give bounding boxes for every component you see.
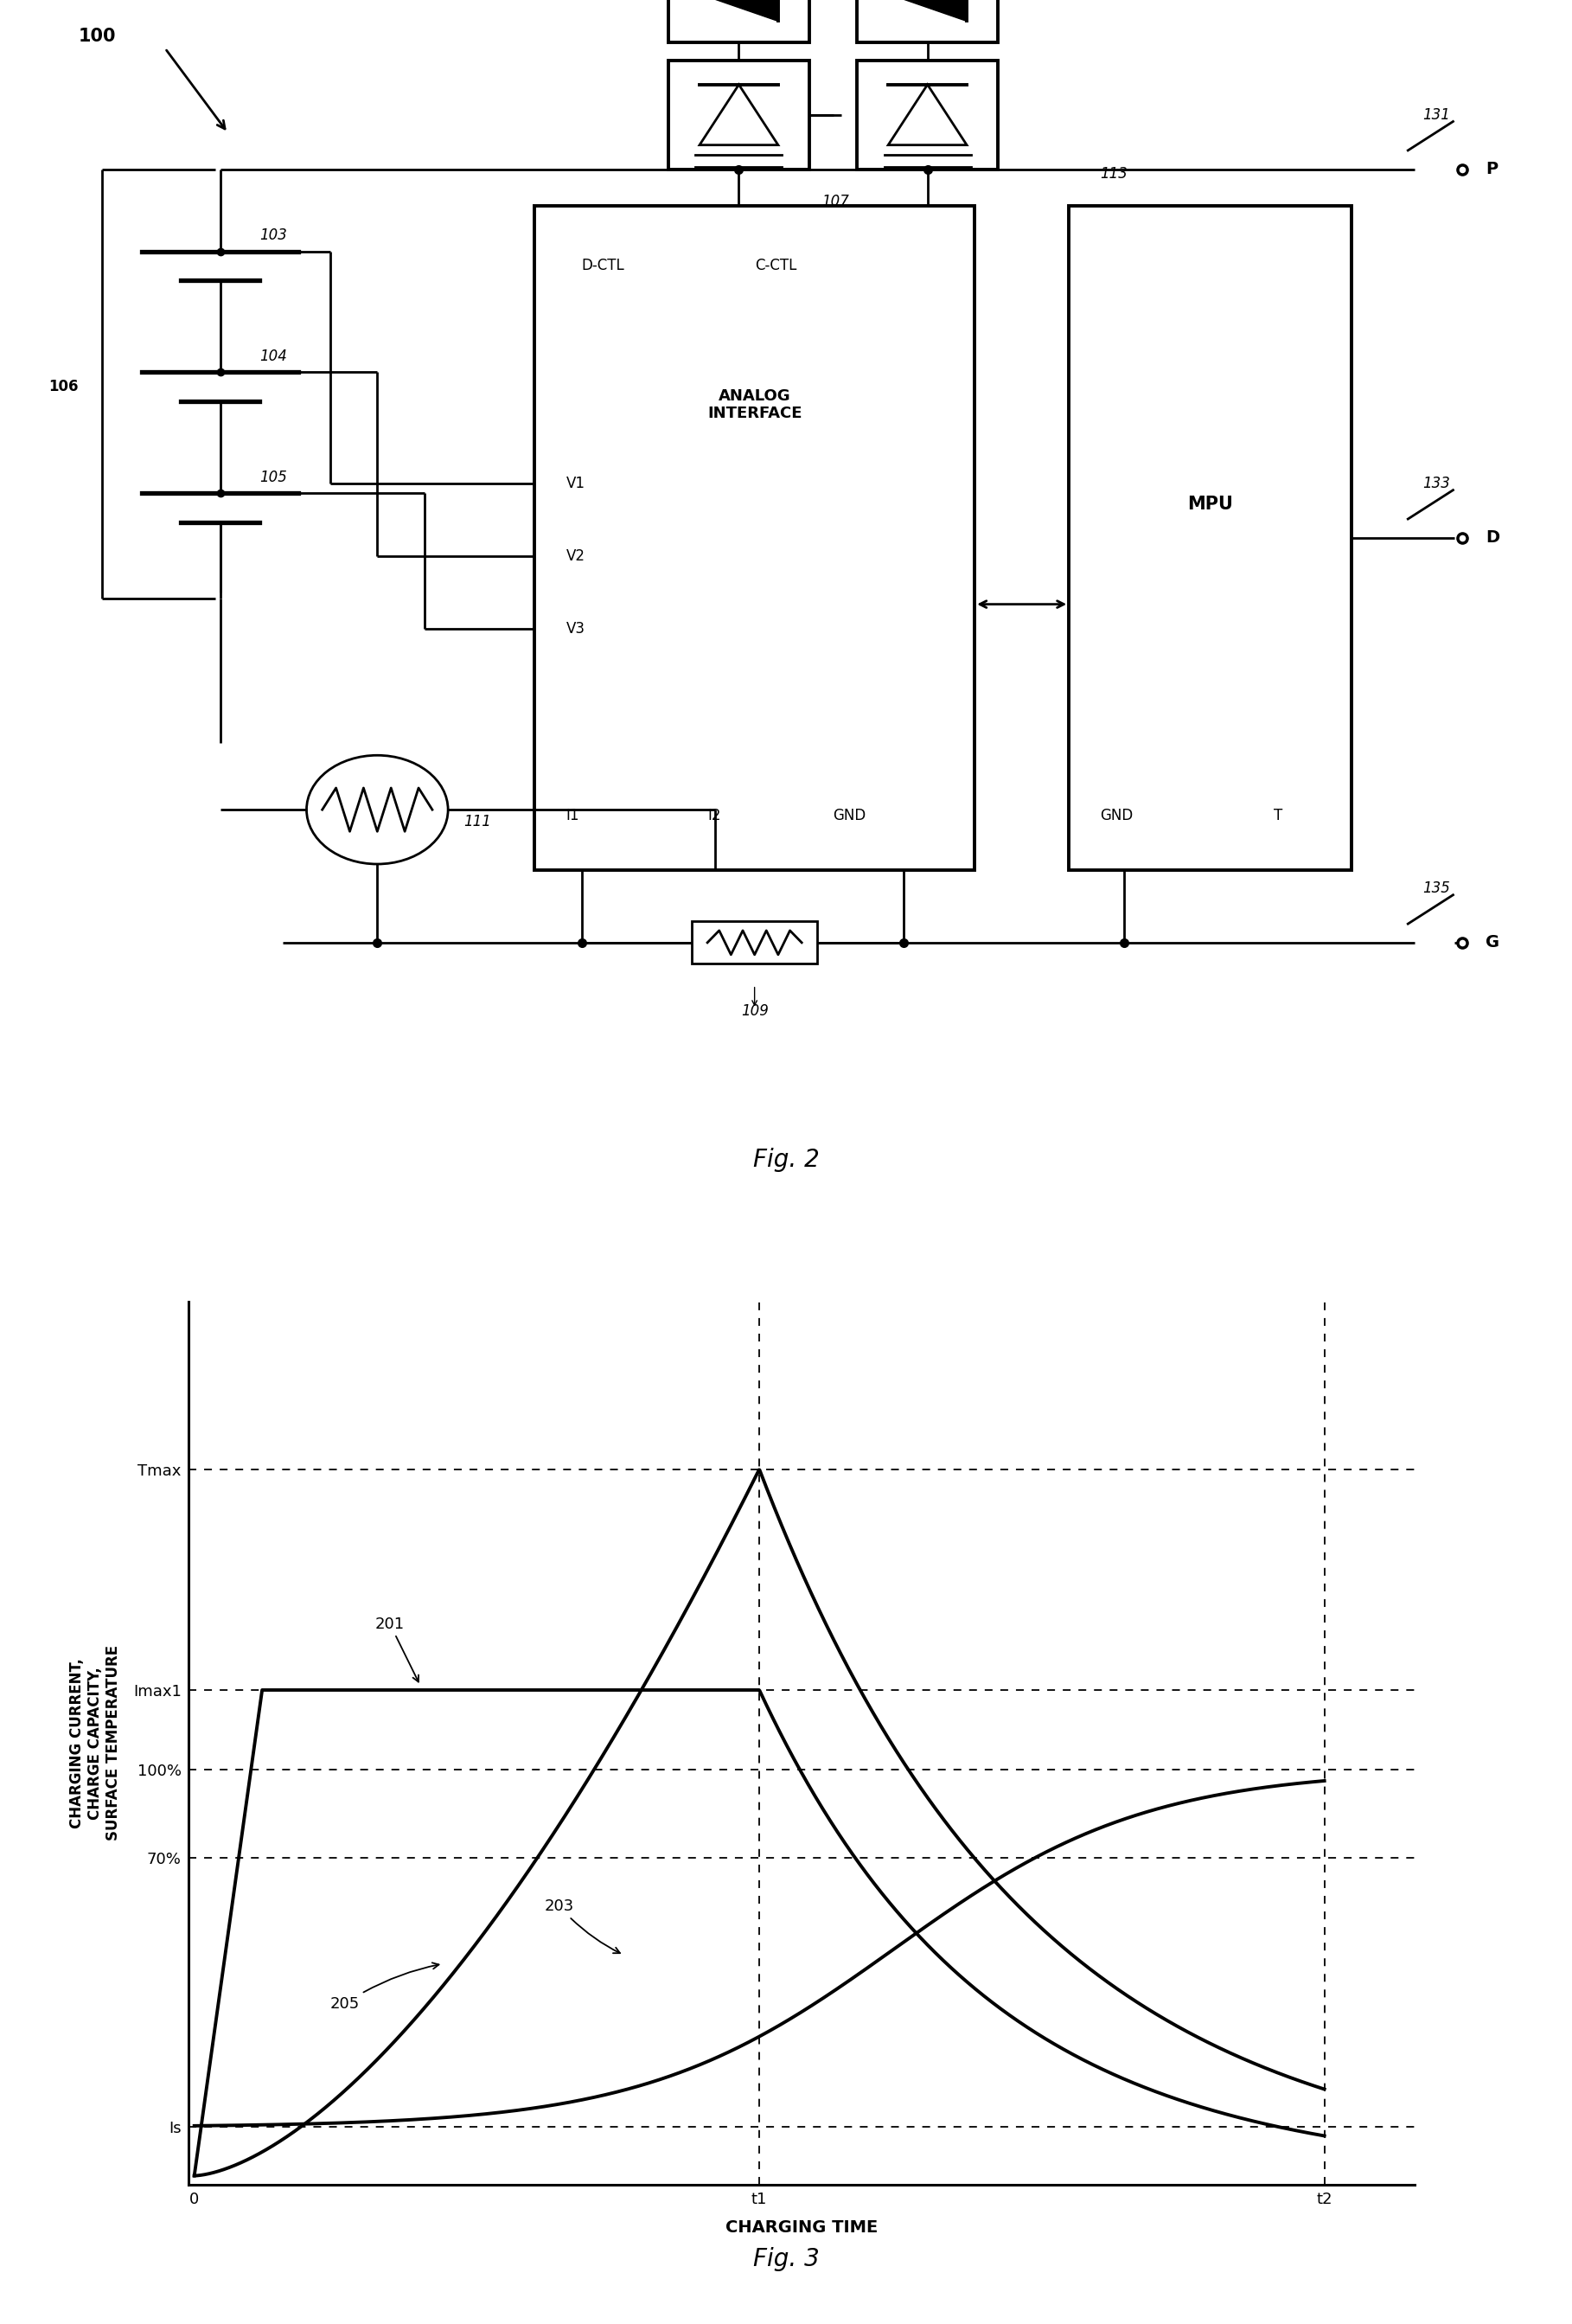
Text: D-CTL: D-CTL [582,258,624,274]
Text: 203: 203 [544,1899,619,1952]
Text: 205: 205 [330,1964,439,2010]
Polygon shape [888,0,967,21]
Bar [1069,205,1352,869]
Text: 100: 100 [79,28,116,44]
Text: 109: 109 [740,1004,769,1018]
Text: D: D [1486,530,1500,546]
Bar [668,60,810,170]
Text: V2: V2 [566,548,585,565]
Text: I2: I2 [707,809,722,823]
Text: 201: 201 [376,1615,418,1683]
Text: GND: GND [833,809,866,823]
Text: I1: I1 [566,809,580,823]
Text: GND: GND [1100,809,1133,823]
Y-axis label: CHARGING CURRENT,
CHARGE CAPACITY,
SURFACE TEMPERATURE: CHARGING CURRENT, CHARGE CAPACITY, SURFA… [69,1645,121,1841]
Text: V3: V3 [566,621,585,637]
Text: 104: 104 [259,349,288,365]
Text: 131: 131 [1423,107,1451,123]
Text: C-CTL: C-CTL [755,258,797,274]
Text: 106: 106 [49,379,79,395]
Text: 111: 111 [464,813,492,830]
Bar [534,205,975,869]
Text: MPU: MPU [1187,495,1234,514]
Text: 135: 135 [1423,881,1451,897]
Text: 133: 133 [1423,476,1451,490]
Text: Fig. 3: Fig. 3 [753,2247,819,2271]
Polygon shape [700,0,778,21]
Text: G: G [1486,934,1500,951]
Text: 107: 107 [821,193,849,209]
Bar [857,0,998,42]
Bar [668,0,810,42]
X-axis label: CHARGING TIME: CHARGING TIME [726,2219,877,2236]
Bar [857,60,998,170]
Text: V1: V1 [566,476,585,490]
Text: Fig. 2: Fig. 2 [753,1148,819,1171]
Text: 105: 105 [259,469,288,486]
Text: P: P [1486,160,1498,177]
Text: 103: 103 [259,228,288,244]
Text: T: T [1273,809,1283,823]
Text: 113: 113 [1100,165,1129,181]
Text: ANALOG
INTERFACE: ANALOG INTERFACE [707,388,802,421]
Bar [692,920,817,964]
